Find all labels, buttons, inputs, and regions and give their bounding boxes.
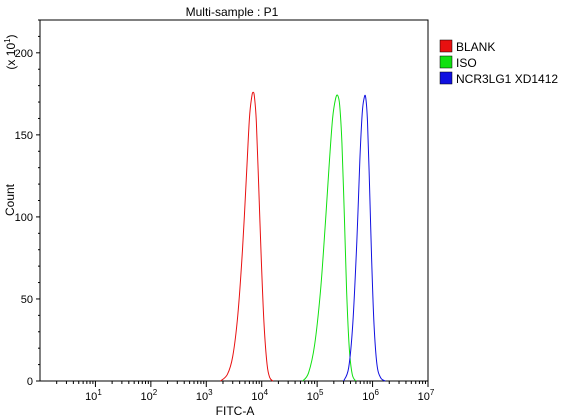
x-tick-label: 105 xyxy=(307,388,324,403)
legend-label-1: BLANK xyxy=(456,40,495,54)
y-axis-label: Count xyxy=(3,183,17,216)
series-line-2 xyxy=(302,94,357,382)
y-multiplier-label: (x 101) xyxy=(3,34,18,69)
y-tick-label: 200 xyxy=(15,48,33,60)
y-tick-label: 100 xyxy=(15,212,33,224)
y-multiplier-base: (x 10 xyxy=(4,43,18,70)
y-tick-label: 0 xyxy=(27,376,33,388)
x-axis-label: FITC-A xyxy=(216,404,255,418)
plot-area: 0 50 100 150 200 101 102 103 104 105 106 107 xyxy=(15,19,435,403)
legend-swatch-1 xyxy=(439,39,453,53)
legend-label-3: NCR3LG1 XD1412 xyxy=(456,72,558,86)
chart-title: Multi-sample : P1 xyxy=(186,5,279,19)
x-tick-label: 104 xyxy=(251,388,268,403)
series-line-1 xyxy=(220,91,274,382)
x-tick-label: 101 xyxy=(85,388,102,403)
x-tick-label: 103 xyxy=(196,388,213,403)
legend-swatch-2 xyxy=(439,55,453,69)
legend-label-2: ISO xyxy=(456,56,477,70)
x-tick-label: 102 xyxy=(141,388,158,403)
y-multiplier-exp: 1 xyxy=(3,38,12,43)
x-tick-label: 106 xyxy=(362,388,379,403)
series-line-3 xyxy=(343,94,386,382)
legend-swatch-3 xyxy=(439,71,453,85)
legend: BLANK ISO NCR3LG1 XD1412 xyxy=(439,39,558,86)
y-tick-label: 50 xyxy=(21,294,33,306)
y-tick-label: 150 xyxy=(15,130,33,142)
x-tick-label: 107 xyxy=(418,388,435,403)
